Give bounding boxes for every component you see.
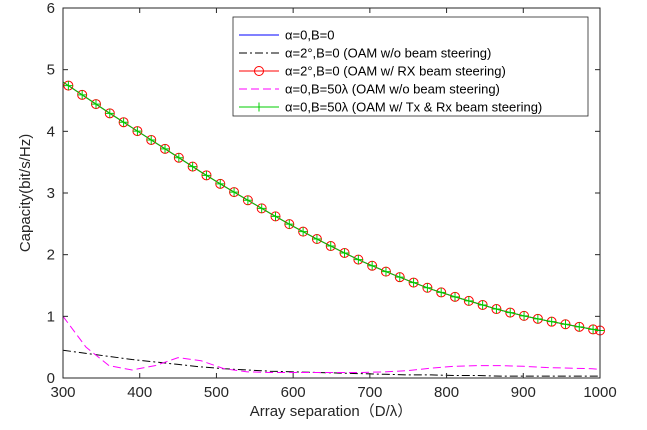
x-tick-label: 500 bbox=[204, 384, 229, 401]
data-point bbox=[215, 179, 225, 189]
data-point bbox=[409, 278, 419, 288]
y-tick-label: 4 bbox=[47, 123, 55, 140]
data-point bbox=[436, 287, 446, 297]
data-point bbox=[533, 314, 543, 324]
data-point bbox=[326, 241, 336, 251]
legend-label: α=0,B=50λ (OAM w/o beam steering) bbox=[285, 82, 500, 97]
legend-entry: α=2°,B=0 (OAM w/o beam steering) bbox=[239, 46, 491, 61]
data-point bbox=[298, 227, 308, 237]
data-point bbox=[491, 304, 501, 314]
data-point bbox=[381, 267, 391, 277]
x-tick-label: 300 bbox=[50, 384, 75, 401]
data-point bbox=[201, 170, 211, 180]
data-point bbox=[395, 272, 405, 282]
data-point bbox=[63, 81, 73, 91]
data-point bbox=[132, 126, 142, 136]
x-axis-label: Array separation（D/λ） bbox=[250, 403, 413, 420]
x-tick-label: 400 bbox=[127, 384, 152, 401]
data-point bbox=[270, 211, 280, 221]
data-point bbox=[574, 322, 584, 332]
data-point bbox=[340, 248, 350, 258]
data-point bbox=[229, 187, 239, 197]
series-3 bbox=[62, 316, 601, 373]
legend-entry: α=0,B=0 bbox=[239, 28, 334, 43]
data-point bbox=[188, 162, 198, 172]
x-tick-label: 1000 bbox=[583, 384, 616, 401]
data-point bbox=[119, 117, 129, 127]
legend-label: α=2°,B=0 (OAM w/ RX beam steering) bbox=[285, 64, 506, 79]
legend: α=0,B=0 α=2°,B=0 (OAM w/o beam steering) α… bbox=[232, 16, 589, 117]
y-axis-label: Capacity(bit/s/Hz) bbox=[17, 134, 34, 252]
legend-entry: α=0,B=50λ (OAM w/o beam steering) bbox=[239, 82, 500, 97]
data-point bbox=[284, 219, 294, 229]
legend-marker bbox=[254, 66, 264, 76]
x-tick-label: 600 bbox=[281, 384, 306, 401]
data-point bbox=[353, 255, 363, 265]
legend-box bbox=[232, 16, 589, 117]
x-tick-label: 800 bbox=[434, 384, 459, 401]
series-line bbox=[62, 349, 600, 377]
data-point bbox=[174, 153, 184, 163]
data-point bbox=[91, 99, 101, 109]
y-tick-label: 5 bbox=[47, 62, 55, 79]
legend-label: α=2°,B=0 (OAM w/o beam steering) bbox=[285, 46, 491, 61]
y-tick-label: 0 bbox=[47, 370, 55, 387]
data-point bbox=[367, 261, 377, 271]
data-point bbox=[160, 144, 170, 154]
series-1 bbox=[62, 349, 600, 377]
data-point bbox=[478, 300, 488, 310]
data-point bbox=[464, 296, 474, 306]
data-point bbox=[312, 234, 322, 244]
data-point bbox=[547, 317, 557, 327]
legend-label: α=0,B=50λ (OAM w/ Tx & Rx beam steering) bbox=[285, 100, 542, 115]
data-point bbox=[257, 203, 267, 213]
x-tick-label: 700 bbox=[357, 384, 382, 401]
y-tick-label: 3 bbox=[47, 185, 55, 202]
y-tick-label: 2 bbox=[47, 247, 55, 264]
series-layer bbox=[62, 80, 605, 377]
data-point bbox=[146, 135, 156, 145]
legend-entry: α=2°,B=0 (OAM w/ RX beam steering) bbox=[239, 64, 506, 79]
legend-entry: α=0,B=50λ (OAM w/ Tx & Rx beam steering) bbox=[239, 100, 542, 115]
data-point bbox=[243, 195, 253, 205]
data-point bbox=[105, 108, 115, 118]
y-tick-label: 1 bbox=[47, 308, 55, 325]
data-point bbox=[450, 292, 460, 302]
series-line bbox=[62, 316, 601, 373]
data-point bbox=[560, 319, 570, 329]
legend-marker bbox=[254, 102, 264, 112]
tick-layer: 300 400 500 600 700 800 900 1000 0 1 2 3 4 5 6 bbox=[47, 0, 617, 401]
data-point bbox=[519, 311, 529, 321]
y-tick-label: 6 bbox=[47, 0, 55, 17]
data-point bbox=[77, 90, 87, 100]
data-point bbox=[505, 308, 515, 318]
legend-label: α=0,B=0 bbox=[285, 28, 334, 43]
x-tick-label: 900 bbox=[511, 384, 536, 401]
data-point bbox=[588, 324, 598, 334]
data-point bbox=[422, 283, 432, 293]
